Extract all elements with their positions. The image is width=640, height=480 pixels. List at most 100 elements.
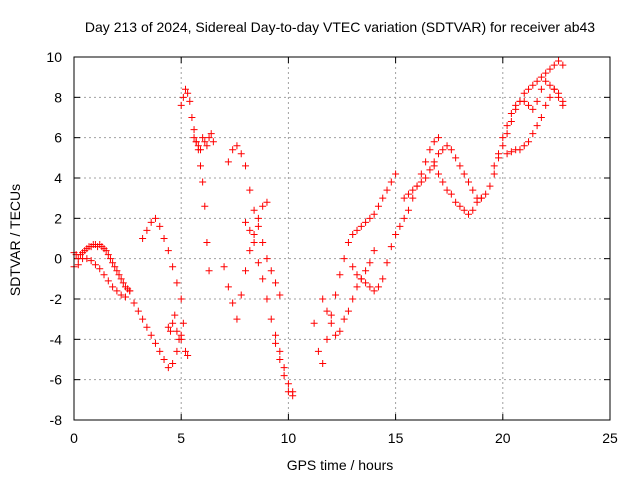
data-point bbox=[477, 194, 485, 202]
data-point bbox=[280, 364, 288, 372]
data-point bbox=[201, 138, 209, 146]
data-point bbox=[246, 247, 254, 255]
data-point bbox=[332, 291, 340, 299]
data-point bbox=[555, 57, 563, 65]
data-point bbox=[387, 178, 395, 186]
data-point bbox=[353, 283, 361, 291]
data-point bbox=[379, 275, 387, 283]
data-point bbox=[280, 372, 288, 380]
data-point bbox=[233, 142, 241, 150]
data-point bbox=[196, 162, 204, 170]
data-point bbox=[272, 331, 280, 339]
data-point bbox=[366, 283, 374, 291]
data-point bbox=[254, 214, 262, 222]
data-point bbox=[417, 178, 425, 186]
data-point bbox=[96, 265, 104, 273]
data-point bbox=[143, 226, 151, 234]
plot-frame bbox=[73, 56, 611, 421]
data-point bbox=[203, 239, 211, 247]
data-point bbox=[242, 162, 250, 170]
data-point bbox=[362, 267, 370, 275]
data-point bbox=[533, 97, 541, 105]
data-point bbox=[336, 327, 344, 335]
data-point bbox=[559, 61, 567, 69]
data-point bbox=[160, 235, 168, 242]
data-point bbox=[464, 210, 472, 218]
data-point bbox=[370, 287, 378, 295]
data-point bbox=[387, 243, 395, 251]
data-point bbox=[181, 85, 189, 93]
data-point bbox=[237, 150, 245, 158]
data-point bbox=[464, 178, 472, 186]
data-point bbox=[106, 255, 114, 263]
data-point bbox=[179, 319, 187, 327]
data-point bbox=[220, 263, 228, 271]
data-point bbox=[503, 130, 511, 138]
data-point bbox=[102, 247, 110, 255]
data-point bbox=[91, 261, 99, 269]
data-point bbox=[196, 146, 204, 154]
data-point bbox=[473, 198, 481, 206]
data-point bbox=[495, 150, 503, 158]
data-point bbox=[456, 162, 464, 170]
data-point bbox=[166, 327, 174, 335]
data-point bbox=[276, 347, 284, 355]
x-tick-label: 10 bbox=[281, 430, 297, 446]
data-point bbox=[426, 166, 434, 174]
data-point bbox=[507, 118, 515, 126]
data-point bbox=[516, 146, 524, 154]
data-point bbox=[366, 259, 374, 267]
data-point bbox=[452, 198, 460, 206]
y-tick-label: -4 bbox=[50, 331, 63, 347]
data-point bbox=[537, 73, 545, 81]
y-tick-label: 10 bbox=[46, 49, 62, 65]
data-point bbox=[177, 295, 185, 303]
data-point bbox=[259, 275, 267, 283]
y-tick-label: 0 bbox=[54, 251, 62, 267]
data-point bbox=[383, 259, 391, 267]
data-point bbox=[209, 138, 217, 146]
data-point bbox=[525, 138, 533, 146]
data-point bbox=[233, 315, 241, 323]
data-point bbox=[83, 255, 91, 263]
data-point bbox=[349, 295, 357, 303]
data-point bbox=[203, 142, 211, 150]
data-point bbox=[109, 283, 117, 291]
data-point bbox=[340, 315, 348, 323]
y-tick-label: -6 bbox=[50, 372, 63, 388]
data-point bbox=[452, 154, 460, 162]
data-point bbox=[126, 287, 134, 295]
data-point bbox=[349, 230, 357, 238]
data-point bbox=[250, 230, 258, 238]
data-point bbox=[115, 271, 123, 279]
data-point bbox=[323, 335, 331, 343]
data-point bbox=[263, 198, 271, 206]
data-point bbox=[117, 275, 125, 283]
data-point bbox=[186, 97, 194, 105]
data-point bbox=[533, 122, 541, 130]
data-point bbox=[430, 162, 438, 170]
data-point bbox=[370, 247, 378, 255]
data-point bbox=[87, 257, 95, 265]
data-point bbox=[314, 347, 322, 355]
data-point bbox=[409, 194, 417, 202]
data-point bbox=[374, 283, 382, 291]
data-point bbox=[160, 356, 168, 363]
data-point bbox=[319, 295, 327, 303]
data-point bbox=[109, 259, 117, 267]
data-point bbox=[284, 380, 292, 388]
data-point bbox=[400, 194, 408, 202]
data-point bbox=[525, 101, 533, 109]
data-point bbox=[533, 77, 541, 85]
data-point bbox=[134, 307, 142, 315]
data-point bbox=[181, 347, 189, 355]
data-point bbox=[175, 335, 183, 343]
data-point bbox=[460, 170, 468, 178]
data-point bbox=[119, 279, 127, 287]
data-point bbox=[207, 130, 215, 138]
data-point bbox=[503, 150, 511, 158]
data-point bbox=[151, 214, 159, 222]
data-point bbox=[229, 146, 237, 154]
data-point bbox=[507, 109, 515, 117]
data-point bbox=[443, 142, 451, 150]
